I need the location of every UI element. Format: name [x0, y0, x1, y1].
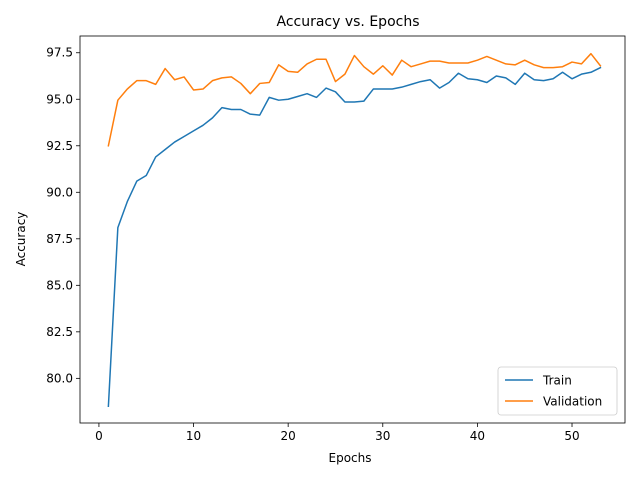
x-tick-label: 10 — [186, 429, 201, 443]
chart-title: Accuracy vs. Epochs — [276, 14, 419, 30]
y-tick-label: 82.5 — [46, 325, 73, 339]
series-line-train — [107, 66, 602, 408]
plot-frame — [79, 35, 626, 424]
x-tick-label: 20 — [281, 429, 296, 443]
y-tick-label: 92.5 — [46, 139, 73, 153]
x-axis-ticks: 0 10 20 30 40 50 — [95, 423, 580, 443]
y-tick-label: 95.0 — [46, 92, 73, 106]
legend-label-train: Train — [542, 374, 572, 388]
y-tick-label: 90.0 — [46, 185, 73, 199]
x-tick-label: 40 — [470, 429, 485, 443]
legend: Train Validation — [497, 366, 618, 416]
legend-box — [497, 366, 618, 416]
y-tick-label: 80.0 — [46, 371, 73, 385]
x-tick-label: 30 — [375, 429, 390, 443]
y-tick-label: 97.5 — [46, 46, 73, 60]
plot-area — [80, 36, 625, 423]
y-tick-label: 87.5 — [46, 232, 73, 246]
x-axis-label: Epochs — [329, 451, 372, 465]
legend-label-validation: Validation — [543, 395, 602, 409]
series-line-validation — [107, 52, 602, 147]
x-tick-label: 0 — [95, 429, 103, 443]
x-tick-label: 50 — [564, 429, 579, 443]
y-axis-ticks: 80.0 82.5 85.0 87.5 90.0 92.5 95.0 97.5 — [46, 46, 80, 385]
y-axis-label: Accuracy — [14, 212, 28, 267]
series-layer — [107, 52, 602, 408]
y-tick-label: 85.0 — [46, 278, 73, 292]
